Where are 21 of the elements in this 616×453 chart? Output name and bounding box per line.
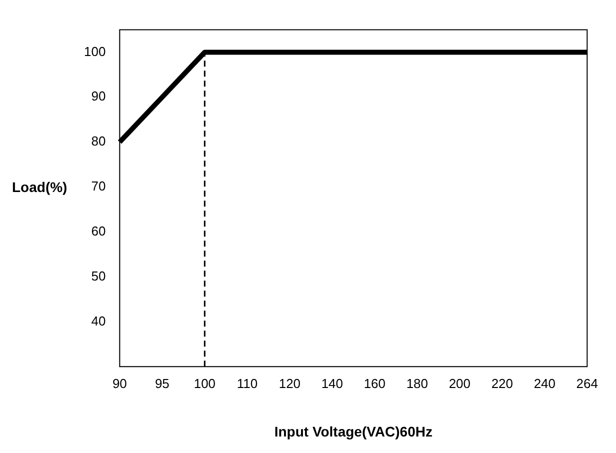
x-tick-label: 95: [154, 376, 170, 391]
x-tick-label: 90: [112, 376, 127, 391]
x-tick-label: 180: [406, 376, 428, 391]
x-tick-label: 200: [448, 376, 471, 391]
y-tick-label: 60: [91, 223, 106, 238]
y-axis-title: Load(%): [12, 179, 68, 196]
y-tick-label: 100: [84, 44, 106, 59]
x-tick-label: 220: [491, 376, 514, 391]
x-tick-label: 120: [278, 376, 301, 391]
y-tick-label: 70: [91, 178, 106, 194]
y-tick-label: 80: [91, 134, 106, 149]
x-tick-label: 140: [321, 376, 344, 391]
x-tick-label: 264: [576, 376, 598, 391]
x-tick-label: 160: [364, 376, 386, 391]
y-tick-label: 50: [91, 268, 106, 284]
y-tick-label: 90: [91, 88, 106, 104]
x-axis-title: Input Voltage(VAC)60Hz: [274, 423, 432, 440]
x-tick-label: 110: [236, 376, 258, 391]
y-tick-label: 40: [91, 313, 106, 328]
x-tick-label: 100: [194, 376, 216, 391]
x-tick-label: 240: [534, 376, 556, 391]
